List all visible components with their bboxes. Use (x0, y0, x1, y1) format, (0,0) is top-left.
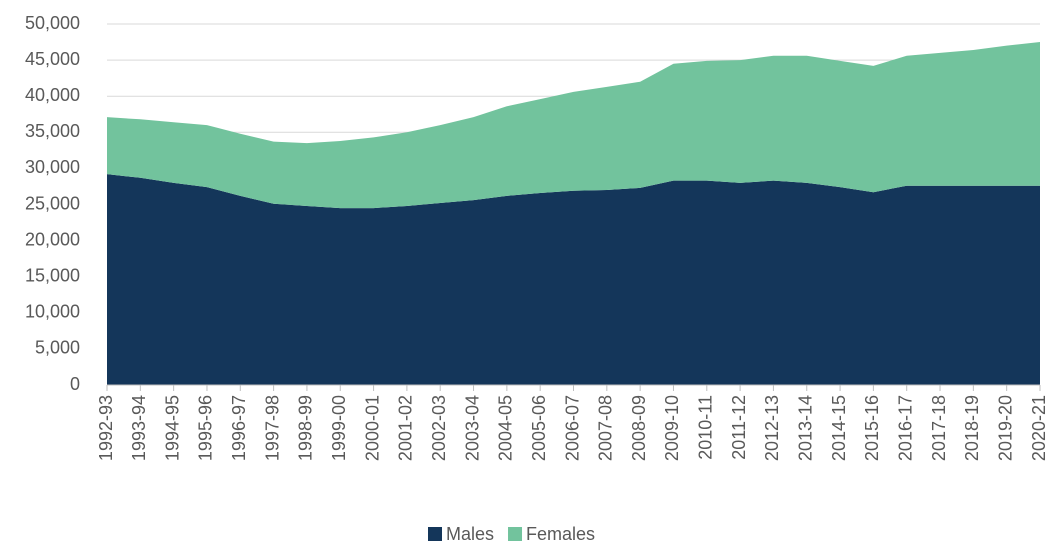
x-tick-label: 2000-01 (362, 395, 382, 461)
x-tick-label: 2017-18 (929, 395, 949, 461)
y-tick-label: 10,000 (25, 302, 80, 322)
x-tick-label: 2015-16 (862, 395, 882, 461)
x-tick-label: 2008-09 (629, 395, 649, 461)
x-tick-label: 1992-93 (96, 395, 116, 461)
x-tick-label: 1993-94 (129, 395, 149, 461)
x-tick-label: 1997-98 (262, 395, 282, 461)
y-tick-label: 5,000 (35, 338, 80, 358)
x-tick-label: 2011-12 (729, 395, 749, 460)
y-tick-label: 35,000 (25, 121, 80, 141)
x-tick-label: 2012-13 (762, 395, 782, 461)
x-tick-label: 2016-17 (895, 395, 915, 461)
legend-label: Males (446, 524, 494, 544)
x-tick-label: 2006-07 (562, 395, 582, 461)
y-tick-label: 30,000 (25, 157, 80, 177)
y-tick-label: 20,000 (25, 229, 80, 249)
y-tick-label: 25,000 (25, 193, 80, 213)
x-tick-label: 2009-10 (662, 395, 682, 461)
x-tick-label: 2018-19 (962, 395, 982, 461)
y-tick-label: 45,000 (25, 49, 80, 69)
area (107, 42, 1040, 209)
y-tick-label: 0 (70, 374, 80, 394)
x-tick-label: 2001-02 (396, 395, 416, 461)
y-tick-label: 40,000 (25, 85, 80, 105)
y-tick-label: 15,000 (25, 265, 80, 285)
x-tick-label: 2003-04 (462, 395, 482, 461)
x-tick-label: 2019-20 (995, 395, 1015, 461)
area (107, 174, 1040, 385)
x-tick-label: 1996-97 (229, 395, 249, 461)
x-tick-label: 2010-11 (696, 395, 716, 460)
x-tick-label: 2007-08 (596, 395, 616, 461)
x-tick-label: 1999-00 (329, 395, 349, 461)
legend-label: Females (526, 524, 595, 544)
x-tick-label: 1995-96 (196, 395, 216, 461)
legend-swatch (508, 527, 523, 541)
x-tick-label: 2014-15 (829, 395, 849, 461)
x-tick-label: 2004-05 (496, 395, 516, 461)
x-tick-label: 1998-99 (296, 395, 316, 461)
x-tick-label: 2002-03 (429, 395, 449, 461)
x-tick-label: 1994-95 (162, 395, 182, 461)
x-tick-label: 2005-06 (529, 395, 549, 461)
legend-swatch (428, 527, 442, 541)
x-tick-label: 2013-14 (796, 395, 816, 461)
y-tick-label: 50,000 (25, 13, 80, 33)
x-tick-label: 2020-21 (1029, 395, 1049, 461)
